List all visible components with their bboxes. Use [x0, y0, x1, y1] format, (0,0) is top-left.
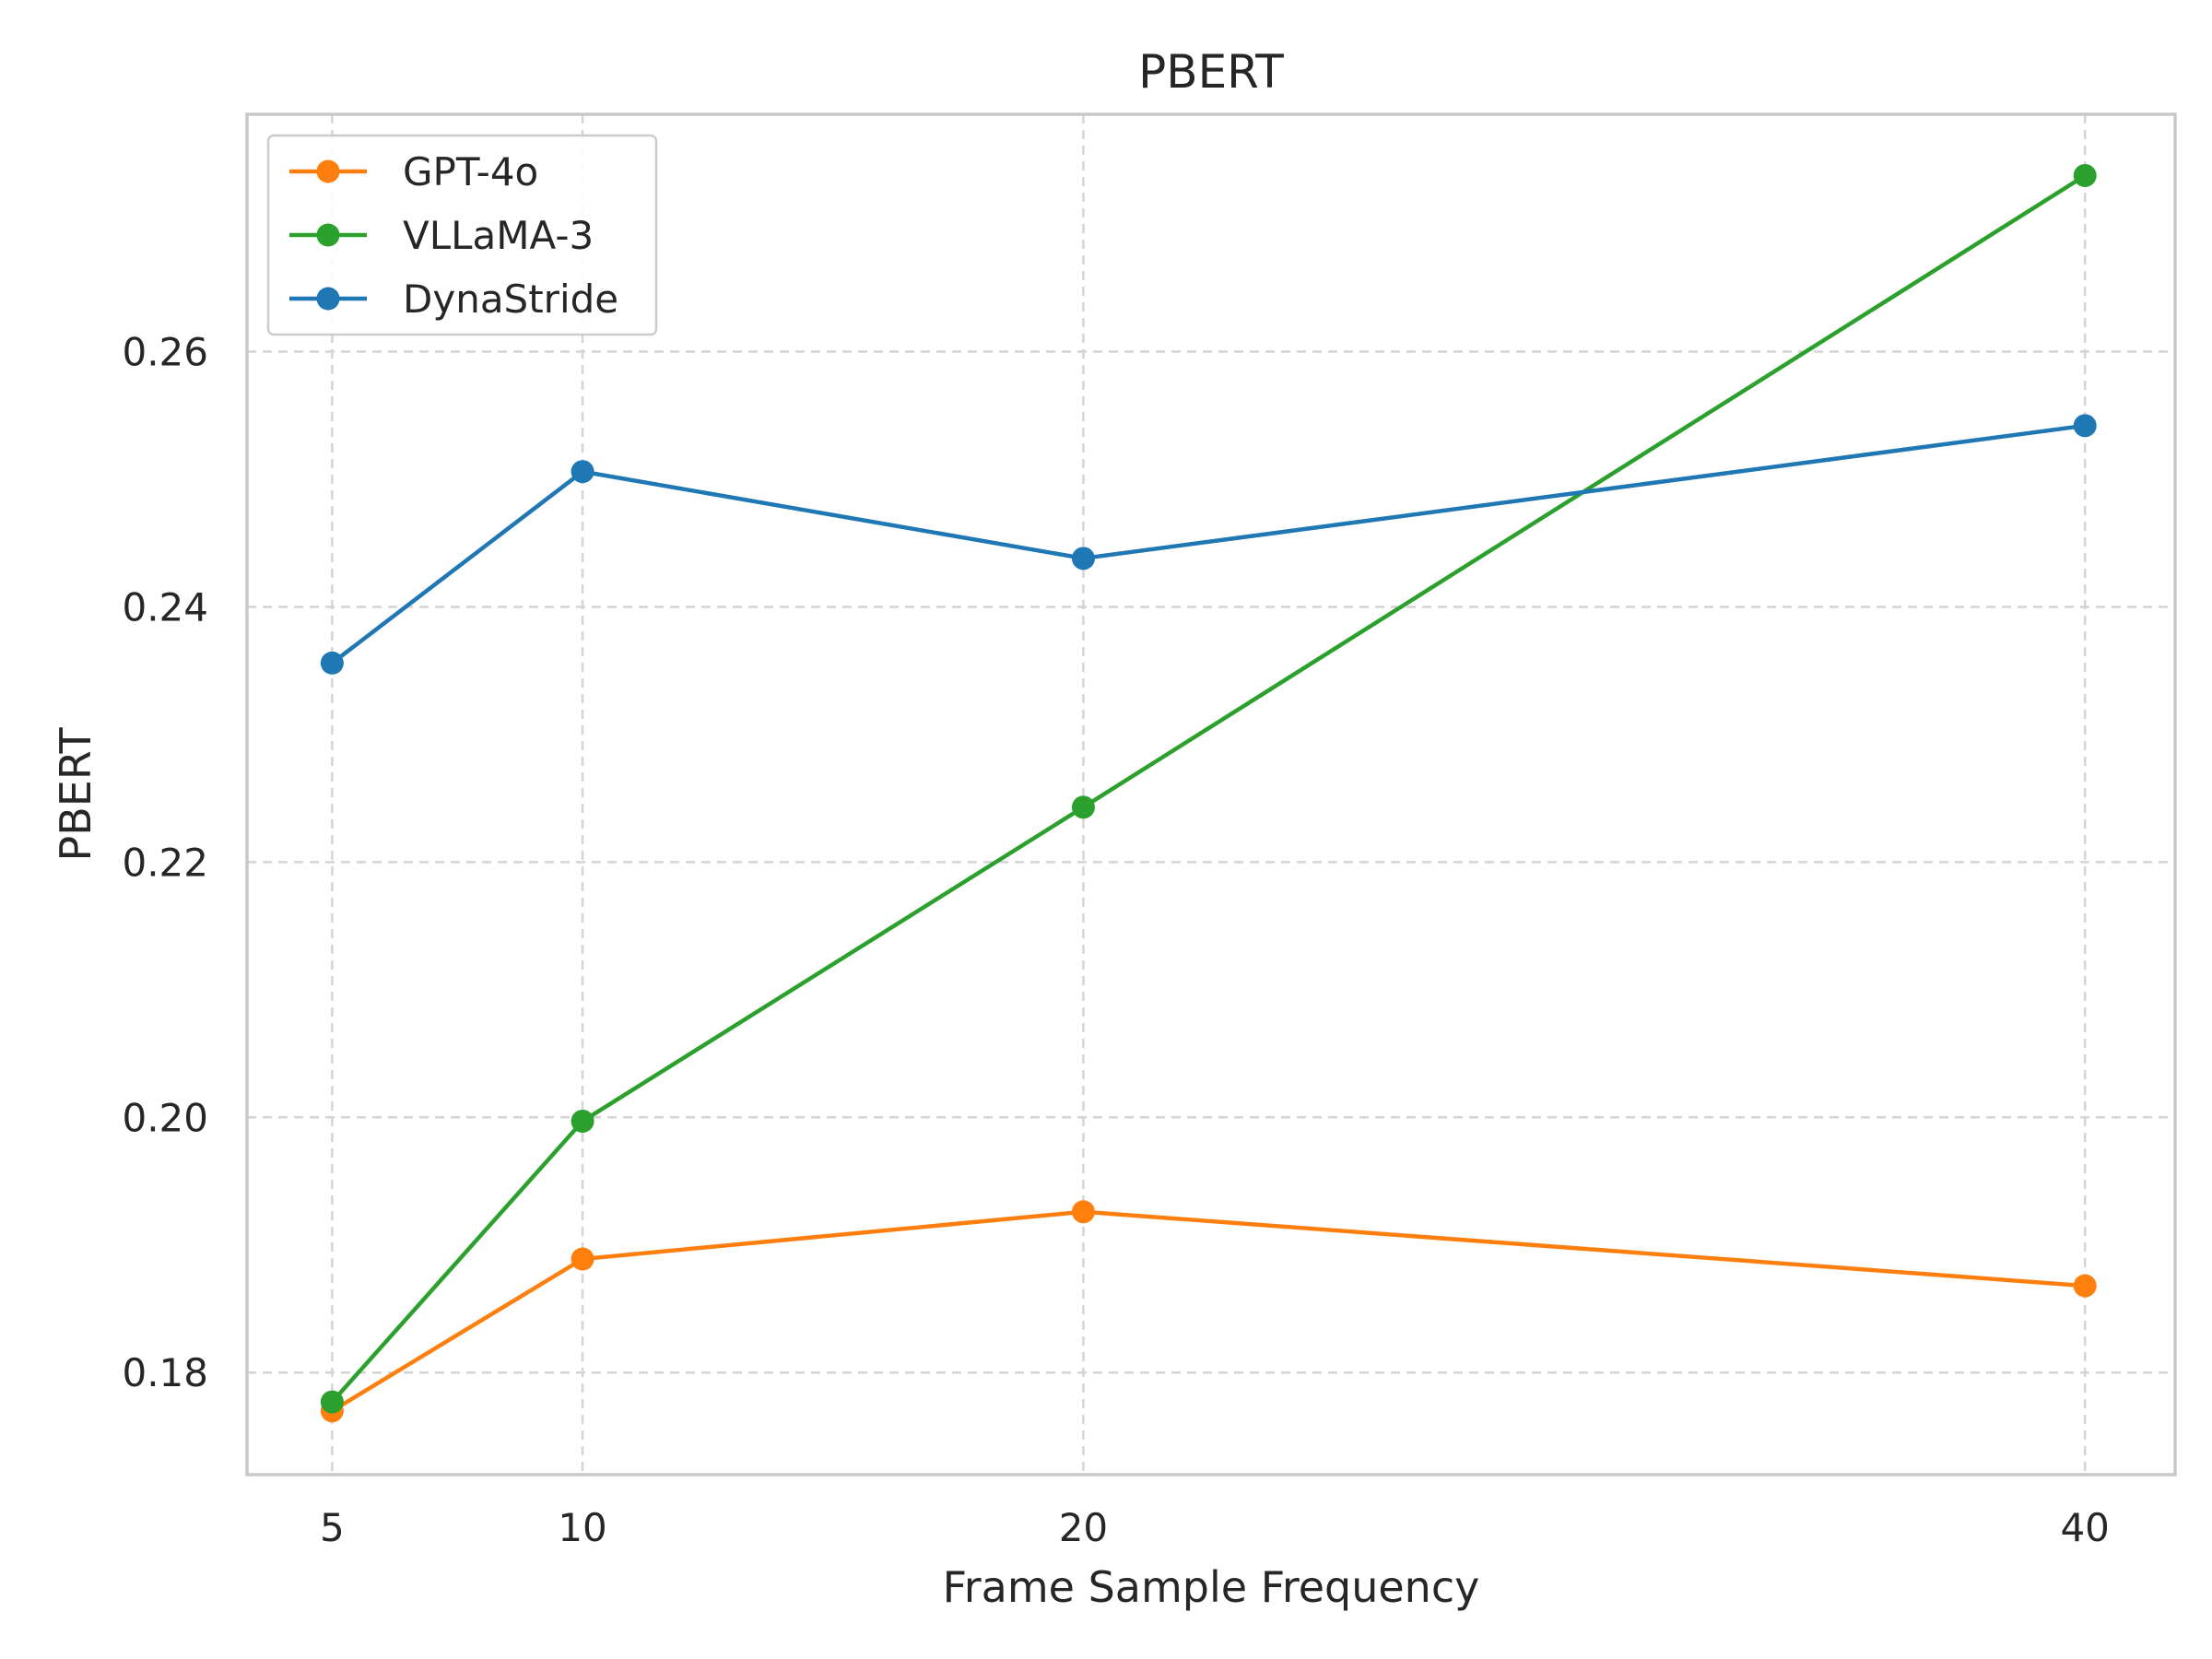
y-tick-label: 0.22 [122, 840, 208, 885]
y-tick-label: 0.20 [122, 1095, 208, 1140]
legend-label-dynastride: DynaStride [403, 276, 618, 322]
data-point-vllama-3 [2073, 163, 2097, 187]
data-point-vllama-3 [571, 1109, 594, 1133]
legend-label-vllama-3: VLLaMA-3 [403, 213, 594, 258]
x-tick-label: 10 [558, 1505, 606, 1550]
legend-marker-vllama-3 [316, 223, 340, 247]
x-tick-label: 40 [2060, 1505, 2109, 1550]
series-layer [320, 163, 2097, 1423]
x-tick-label: 20 [1059, 1505, 1108, 1550]
y-tick-label: 0.26 [122, 330, 208, 375]
legend-box [266, 134, 658, 336]
data-point-gpt-4o [571, 1247, 594, 1271]
y-tick-label: 0.18 [122, 1350, 208, 1395]
data-point-vllama-3 [1071, 795, 1095, 819]
legend-item-dynastride: DynaStride [289, 276, 618, 322]
legend: GPT-4o VLLaMA-3 DynaStride [266, 134, 658, 336]
x-tick-label: 5 [320, 1505, 345, 1550]
legend-marker-gpt-4o [316, 159, 340, 183]
data-point-vllama-3 [320, 1390, 344, 1414]
data-point-gpt-4o [1071, 1200, 1095, 1224]
data-point-dynastride [320, 651, 344, 675]
data-point-gpt-4o [2073, 1274, 2097, 1298]
series-line-gpt-4o [331, 1209, 2086, 1413]
series-dynastride [320, 414, 2097, 675]
tick-layer: 5 10 20 40 0.18 0.20 0.22 0.24 0.26 [122, 330, 2109, 1550]
x-axis-label: Frame Sample Frequency [943, 1562, 1480, 1612]
legend-item-gpt-4o: GPT-4o [289, 149, 538, 194]
data-point-dynastride [571, 460, 594, 484]
grid-layer [247, 114, 2175, 1475]
y-tick-label: 0.24 [122, 584, 208, 629]
data-point-dynastride [2073, 414, 2097, 438]
data-point-dynastride [1071, 547, 1095, 571]
series-line-dynastride [331, 423, 2086, 665]
chart-title: PBERT [1138, 45, 1284, 99]
legend-label-gpt-4o: GPT-4o [403, 149, 538, 194]
legend-item-vllama-3: VLLaMA-3 [289, 213, 594, 258]
y-axis-label: PBERT [51, 727, 100, 862]
legend-marker-dynastride [316, 287, 340, 311]
plot-frame [245, 112, 2177, 1477]
